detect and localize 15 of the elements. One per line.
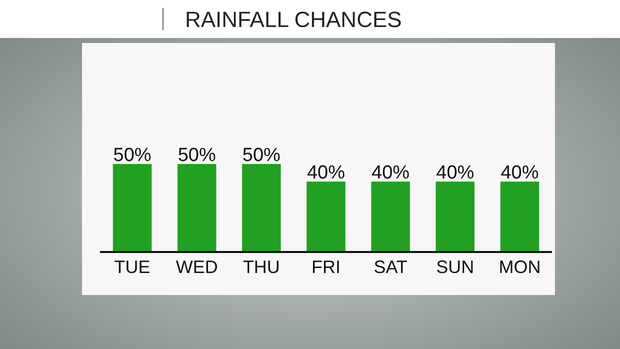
data-label: 40% bbox=[500, 162, 539, 184]
x-tick-label: FRI bbox=[312, 257, 340, 277]
x-tick-label: WED bbox=[176, 257, 218, 277]
data-label: 50% bbox=[178, 145, 216, 166]
data-label: 40% bbox=[306, 162, 346, 184]
x-tick-label: MON bbox=[498, 257, 541, 277]
data-label: 50% bbox=[242, 145, 281, 166]
x-tick-label: SAT bbox=[374, 257, 408, 277]
x-tick-label: TUE bbox=[114, 257, 150, 277]
data-label: 40% bbox=[372, 162, 410, 184]
chart-title: RAINFALL CHANCES bbox=[185, 7, 402, 32]
x-tick-label: SUN bbox=[436, 257, 474, 277]
data-label: 40% bbox=[436, 162, 474, 184]
data-label: 50% bbox=[113, 145, 152, 166]
x-tick-label: THU bbox=[242, 257, 280, 277]
